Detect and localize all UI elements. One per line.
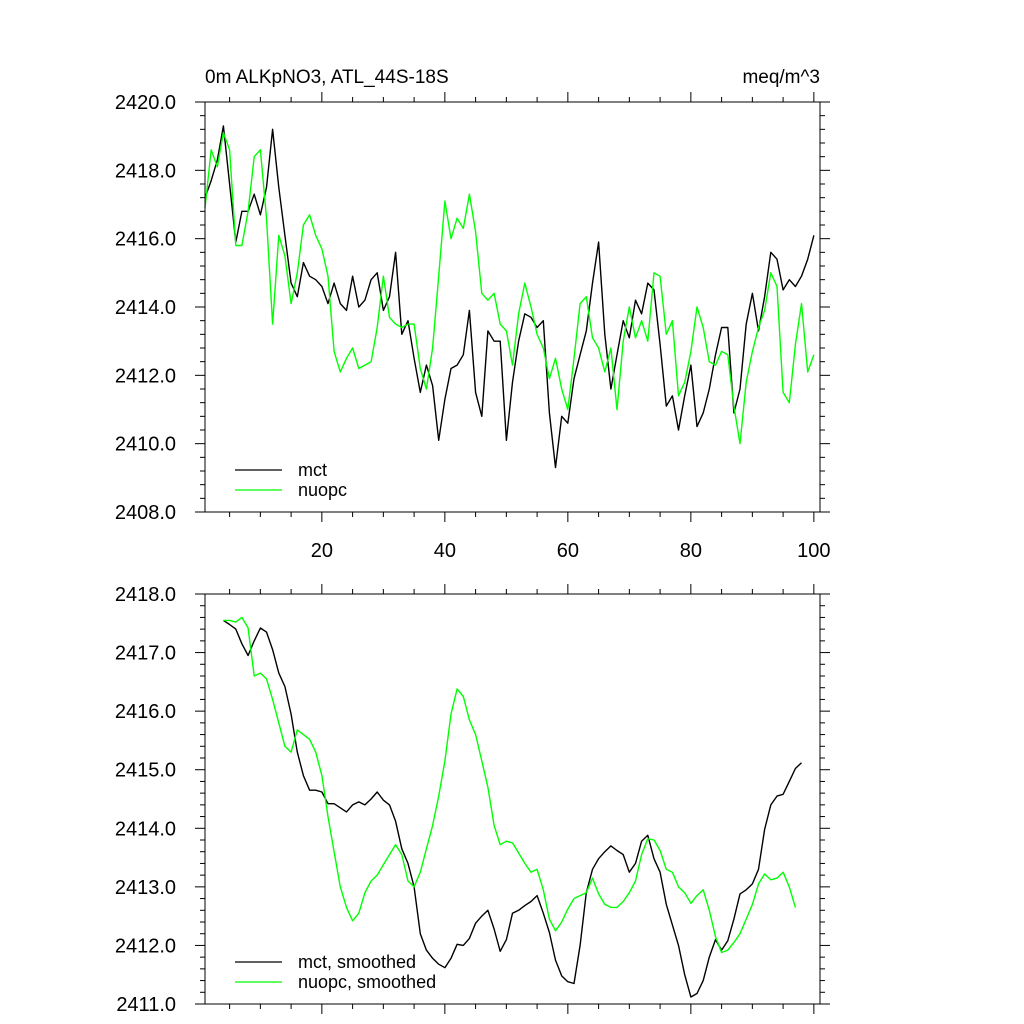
- bottom-series-line-mct-smoothed: [223, 619, 802, 998]
- top-series-line-nuopc: [204, 132, 815, 445]
- top-y-tick-label: 2416.0: [115, 229, 176, 251]
- top-y-tick-label: 2410.0: [115, 434, 176, 456]
- bottom-y-tick-label: 2413.0: [115, 877, 176, 899]
- bottom-y-tick-label: 2414.0: [115, 818, 176, 840]
- bottom-plot-frame: [204, 593, 821, 1005]
- top-series-layer: [204, 125, 815, 469]
- top-y-tick-label: 2414.0: [115, 297, 176, 319]
- bottom-series-layer: [223, 616, 802, 998]
- top-x-tick-label: 20: [311, 540, 333, 562]
- top-y-tick-label: 2420.0: [115, 92, 176, 114]
- top-legend-label-mct: mct: [298, 460, 327, 480]
- top-x-tick-label: 60: [557, 540, 579, 562]
- bottom-y-tick-label: 2417.0: [115, 643, 176, 665]
- top-y-tick-label: 2418.0: [115, 160, 176, 182]
- top-panel: 0m ALKpNO3, ATL_44S-18S meq/m^3 20 40 60 80…: [115, 67, 831, 562]
- bottom-y-tick-label: 2415.0: [115, 760, 176, 782]
- bottom-legend-label-mct: mct, smoothed: [298, 952, 416, 972]
- top-panel-units: meq/m^3: [742, 67, 820, 88]
- top-y-tick-label: 2412.0: [115, 365, 176, 387]
- bottom-y-tick-label: 2412.0: [115, 935, 176, 957]
- top-legend-label-nuopc: nuopc: [298, 480, 347, 500]
- top-x-tick-label: 100: [797, 540, 830, 562]
- top-plot-frame: [204, 101, 821, 513]
- bottom-y-tick-label: 2416.0: [115, 701, 176, 723]
- top-ticks: 20 40 60 80 100 2408.0 2410.0 2412.0 2414.0 2416.…: [115, 92, 831, 562]
- bottom-legend-label-nuopc: nuopc, smoothed: [298, 972, 436, 992]
- bottom-y-tick-label: 2418.0: [115, 584, 176, 606]
- top-panel-title: 0m ALKpNO3, ATL_44S-18S: [205, 67, 449, 88]
- bottom-legend: mct, smoothed nuopc, smoothed: [235, 952, 436, 992]
- bottom-y-tick-label: 2411.0: [116, 994, 176, 1016]
- bottom-ticks: 2411.0 2412.0 2413.0 2414.0 2415.0 2416.0 2417…: [115, 584, 830, 1016]
- top-x-tick-label: 40: [434, 540, 456, 562]
- top-legend: mct nuopc: [235, 460, 347, 500]
- bottom-panel: 2411.0 2412.0 2413.0 2414.0 2415.0 2416.0 2417…: [115, 584, 830, 1016]
- top-series-line-mct: [204, 125, 815, 469]
- bottom-series-line-nuopc-smoothed: [223, 616, 797, 954]
- top-x-tick-label: 80: [680, 540, 702, 562]
- top-y-tick-label: 2408.0: [115, 502, 176, 524]
